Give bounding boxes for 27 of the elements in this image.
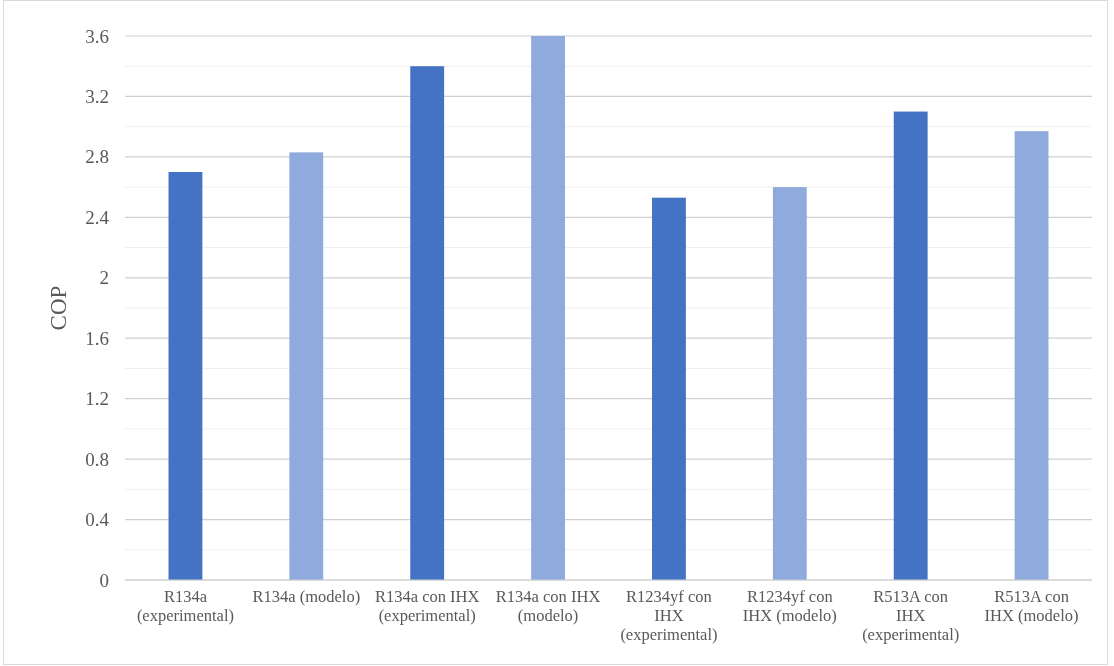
bar (410, 66, 445, 580)
bar (531, 36, 565, 580)
y-tick-label: 2.4 (85, 206, 110, 228)
x-tick-label: R513A con IHX (experimental) (862, 586, 960, 644)
x-tick-label: R134a (experimental) (136, 586, 234, 625)
x-tick-label: R134a (modelo) (252, 586, 361, 606)
bar (772, 187, 807, 580)
y-tick-label: 2 (99, 267, 109, 289)
bar (289, 152, 324, 580)
y-tick-label: 0.8 (85, 448, 109, 470)
bar (893, 111, 928, 580)
bar (652, 197, 686, 580)
y-tick-label: 3.2 (85, 86, 109, 108)
x-tick-label: R134a con IHX (modelo) (495, 586, 601, 625)
y-axis-title: COP (46, 285, 71, 331)
y-tick-label: 2.8 (85, 146, 109, 168)
x-tick-label: R513A con IHX (modelo) (984, 586, 1079, 625)
y-tick-label: 0.4 (85, 509, 110, 531)
x-tick-label: R1234yf con IHX (experimental) (620, 586, 718, 644)
bar (168, 172, 203, 580)
x-tick-label: R1234yf con IHX (modelo) (742, 586, 837, 625)
y-tick-label: 1.6 (85, 327, 109, 349)
y-tick-label: 1.2 (85, 388, 109, 410)
bar (1014, 131, 1049, 580)
x-tick-label: R134a con IHX (experimental) (374, 586, 480, 625)
y-tick-label: 0 (99, 569, 109, 591)
y-tick-label: 3.6 (85, 25, 109, 47)
